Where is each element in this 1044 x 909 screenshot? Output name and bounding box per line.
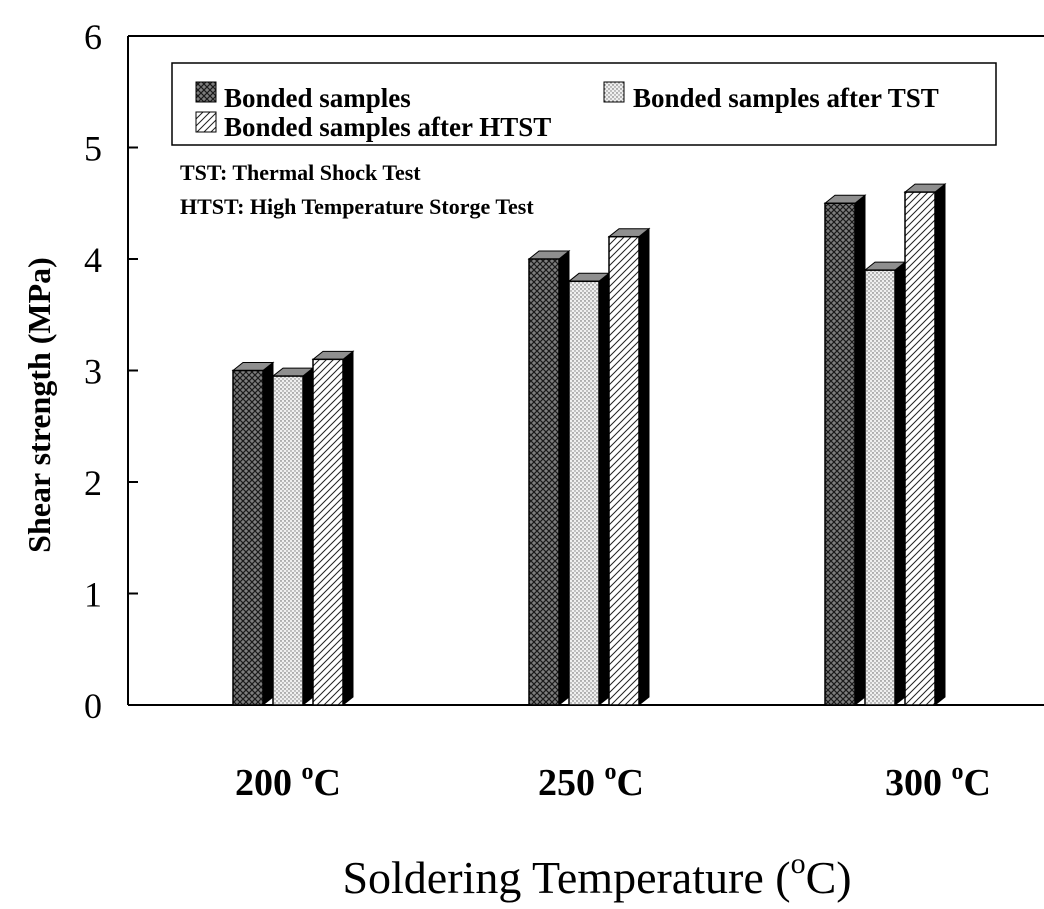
legend-swatch-tst [603,81,625,103]
x-axis-title-main: Soldering Temperature ( [342,852,790,903]
bar-side-face [262,361,274,707]
bar-htst-300 [903,183,947,707]
bar-front-face [272,375,304,706]
y-tick-label: 2 [84,463,102,503]
bar-side-face [854,194,866,707]
legend-label-bonded: Bonded samples [224,83,411,113]
bar-side-face [598,272,610,707]
bar-side-face [894,261,906,707]
y-axis-title: Shear strength (MPa) [21,257,57,553]
y-ticks: 0 1 2 3 4 5 6 [84,17,138,726]
y-tick-label: 5 [84,129,102,169]
x-tick-label-200: 200 oC [235,759,341,804]
annotation-tst: TST: Thermal Shock Test [180,160,421,185]
bar-front-face [824,202,856,706]
y-tick-label: 6 [84,17,102,57]
bar-side-face [558,249,570,707]
legend-box [171,62,997,146]
x-tick-labels: 200 oC 250 oC 300 oC [235,759,991,804]
x-tick-label-300: 300 oC [885,759,991,804]
bar-front-face [864,269,896,706]
bar-side-face [342,350,354,707]
legend-label-htst: Bonded samples after HTST [224,112,551,142]
x-axis-title: Soldering Temperature (oC) [342,847,851,903]
legend: Bonded samples Bonded samples after TST … [171,62,997,146]
bar-front-face [528,258,560,706]
y-tick-label: 3 [84,352,102,392]
x-axis-title-end: C) [806,852,852,903]
y-tick-label: 0 [84,686,102,726]
bar-tst-250 [567,272,611,707]
bar-tst-200 [271,367,315,707]
bar-front-face [608,235,640,706]
bar-side-face [934,183,946,707]
bar-side-face [638,227,650,707]
bar-tst-300 [863,261,907,707]
legend-swatch-htst [195,111,217,133]
legend-swatch-bonded [195,81,217,103]
y-tick-label: 1 [84,575,102,615]
bar-bonded-250 [527,249,571,707]
bars [231,183,947,707]
bar-htst-250 [607,227,651,707]
bar-bonded-300 [823,194,867,707]
bar-front-face [568,280,600,706]
bar-htst-200 [311,350,355,707]
annotation-htst: HTST: High Temperature Storge Test [180,194,534,219]
legend-label-tst: Bonded samples after TST [633,83,939,113]
bar-bonded-200 [231,361,275,707]
y-tick-label: 4 [84,240,102,280]
bar-front-face [312,358,344,706]
x-axis-title-sup: o [791,847,806,880]
x-tick-label-250: 250 oC [538,759,644,804]
bar-front-face [232,369,264,706]
bar-front-face [904,191,936,706]
bar-side-face [302,367,314,707]
